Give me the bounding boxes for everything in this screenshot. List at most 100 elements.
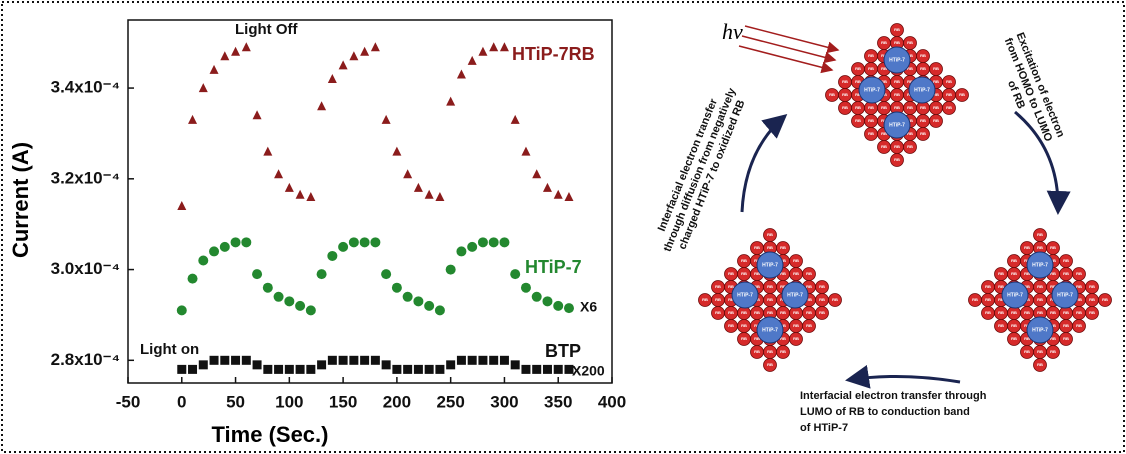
- rb-label: RB: [907, 79, 913, 84]
- marker: [478, 355, 488, 365]
- marker: [467, 355, 477, 365]
- marker: [176, 305, 187, 316]
- marker: [510, 114, 520, 124]
- rb-label: RB: [1024, 271, 1030, 276]
- marker: [177, 201, 187, 211]
- rb-label: RB: [741, 336, 747, 341]
- marker: [531, 291, 542, 302]
- rb-label: RB: [946, 92, 952, 97]
- rb-label: RB: [1050, 245, 1056, 250]
- rb-particle: [776, 345, 790, 359]
- htip-label: HTiP-7: [889, 122, 905, 128]
- marker: [317, 360, 327, 370]
- rb-label: RB: [881, 40, 887, 45]
- rb-label: RB: [1024, 245, 1030, 250]
- rb-label: RB: [1024, 349, 1030, 354]
- marker: [446, 96, 456, 106]
- plot-frame: [127, 19, 613, 384]
- rb-particle: [1098, 293, 1112, 307]
- marker: [360, 46, 370, 56]
- rb-label: RB: [842, 92, 848, 97]
- rb-label: RB: [894, 27, 900, 32]
- rb-label: RB: [754, 349, 760, 354]
- rb-label: RB: [855, 105, 861, 110]
- rb-label: RB: [894, 105, 900, 110]
- x-tick-label: -50: [116, 392, 141, 411]
- rb-label: RB: [1011, 258, 1017, 263]
- htip-label: HTiP-7: [762, 327, 778, 333]
- marker: [241, 237, 252, 248]
- rb-label: RB: [1076, 271, 1082, 276]
- htip-label: HTiP-7: [787, 292, 803, 298]
- x-tick-label: 350: [544, 392, 572, 411]
- marker: [209, 355, 219, 365]
- rb-label: RB: [998, 323, 1004, 328]
- marker: [370, 237, 381, 248]
- marker: [284, 296, 295, 307]
- marker: [392, 146, 402, 156]
- step-label: Interfacial electron transfer through di…: [656, 86, 748, 254]
- rb-label: RB: [728, 310, 734, 315]
- marker: [499, 42, 509, 52]
- legend-entry: HTiP-7: [525, 257, 582, 277]
- rb-label: RB: [1050, 284, 1056, 289]
- marker: [563, 303, 574, 314]
- marker: [510, 269, 521, 280]
- marker: [467, 241, 478, 252]
- marker: [306, 364, 316, 374]
- marker: [188, 364, 198, 374]
- rb-label: RB: [1063, 323, 1069, 328]
- x-tick-label: 0: [177, 392, 186, 411]
- rb-label: RB: [998, 271, 1004, 276]
- marker: [456, 246, 467, 257]
- rb-particle: [763, 358, 777, 372]
- rb-label: RB: [829, 92, 835, 97]
- rb-label: RB: [881, 105, 887, 110]
- x-tick-label: 150: [329, 392, 357, 411]
- rb-label: RB: [868, 131, 874, 136]
- rb-label: RB: [1037, 297, 1043, 302]
- rb-particle: [916, 127, 930, 141]
- marker: [499, 355, 509, 365]
- y-tick-label: 2.8x10⁻⁴: [51, 350, 120, 369]
- light-ray: [744, 25, 840, 54]
- rb-label: RB: [1050, 258, 1056, 263]
- rb-label: RB: [780, 323, 786, 328]
- marker: [381, 269, 392, 280]
- particle-cluster: RB RB RB RB RB RB RB RB RB RB RB RB RB RB RB RB RB RB RB RB…: [825, 23, 969, 167]
- htip-particle: [1026, 251, 1054, 279]
- marker: [564, 191, 574, 201]
- marker: [456, 355, 466, 365]
- rb-label: RB: [868, 105, 874, 110]
- rb-label: RB: [754, 336, 760, 341]
- rb-label: RB: [728, 323, 734, 328]
- rb-particle: [942, 101, 956, 115]
- rb-particle: [929, 114, 943, 128]
- rb-label: RB: [842, 79, 848, 84]
- rb-label: RB: [1024, 336, 1030, 341]
- rb-label: RB: [881, 118, 887, 123]
- y-axis-label: Current (A): [8, 142, 33, 258]
- rb-label: RB: [1050, 349, 1056, 354]
- rb-label: RB: [907, 131, 913, 136]
- marker: [252, 269, 263, 280]
- marker: [413, 364, 423, 374]
- annotation: X200: [572, 363, 605, 379]
- rb-label: RB: [842, 105, 848, 110]
- marker: [499, 237, 510, 248]
- htip-particle: [1026, 316, 1054, 344]
- marker: [542, 182, 552, 192]
- marker: [177, 364, 187, 374]
- rb-label: RB: [894, 92, 900, 97]
- light-label: hν: [722, 19, 743, 44]
- rb-label: RB: [1063, 310, 1069, 315]
- step-line: Interfacial electron transfer through: [800, 390, 987, 402]
- marker: [381, 114, 391, 124]
- cycle-arrow: [1014, 110, 1071, 215]
- marker: [413, 296, 424, 307]
- marker: [273, 291, 284, 302]
- rb-label: RB: [1050, 323, 1056, 328]
- rb-label: RB: [806, 323, 812, 328]
- x-tick-label: 400: [598, 392, 626, 411]
- diagram: hν Excitation of electron from HOMO to L…: [656, 19, 1112, 434]
